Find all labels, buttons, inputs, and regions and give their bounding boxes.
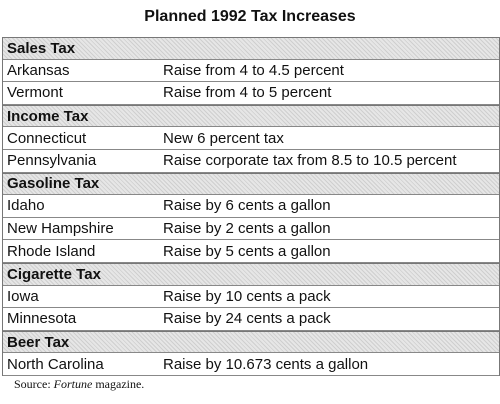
table-row: Minnesota Raise by 24 cents a pack: [3, 308, 499, 331]
change-cell: Raise corporate tax from 8.5 to 10.5 per…: [163, 152, 457, 170]
state-cell: Pennsylvania: [7, 152, 97, 170]
change-cell: Raise from 4 to 5 percent: [163, 84, 332, 102]
section-header: Beer Tax: [3, 330, 499, 354]
table-row: Iowa Raise by 10 cents a pack: [3, 286, 499, 309]
source: Source: Fortune magazine.: [14, 377, 144, 392]
change-cell: Raise from 4 to 4.5 percent: [163, 61, 344, 79]
section-header: Income Tax: [3, 104, 499, 128]
state-cell: North Carolina: [7, 355, 104, 373]
change-cell: Raise by 6 cents a gallon: [163, 197, 331, 215]
section-header: Gasoline Tax: [3, 172, 499, 196]
state-cell: Minnesota: [7, 310, 77, 328]
state-cell: Rhode Island: [7, 242, 96, 260]
source-publication: Fortune: [53, 377, 93, 391]
change-cell: Raise by 10.673 cents a gallon: [163, 355, 369, 373]
change-cell: New 6 percent tax: [163, 129, 284, 147]
source-rest: magazine.: [95, 377, 145, 391]
change-cell: Raise by 2 cents a gallon: [163, 220, 331, 238]
source-label: Source:: [14, 377, 51, 391]
state-cell: Idaho: [7, 197, 45, 215]
state-cell: Arkansas: [7, 61, 70, 79]
state-cell: Vermont: [7, 84, 63, 102]
title: Planned 1992 Tax Increases: [144, 8, 356, 25]
state-cell: Connecticut: [7, 129, 87, 147]
table-row: Vermont Raise from 4 to 5 percent: [3, 82, 499, 105]
table-row: New Hampshire Raise by 2 cents a gallon: [3, 218, 499, 241]
table-row: Pennsylvania Raise corporate tax from 8.5…: [3, 150, 499, 173]
table-row: Rhode Island Raise by 5 cents a gallon: [3, 240, 499, 263]
table: Sales Tax Arkansas Raise from 4 to 4.5 per…: [2, 37, 500, 376]
state-cell: New Hampshire: [7, 220, 114, 238]
table-row: Connecticut New 6 percent tax: [3, 127, 499, 150]
table-row: Idaho Raise by 6 cents a gallon: [3, 195, 499, 218]
section-header: Cigarette Tax: [3, 262, 499, 286]
change-cell: Raise by 5 cents a gallon: [163, 242, 331, 260]
section-header: Sales Tax: [3, 37, 499, 60]
table-row: Arkansas Raise from 4 to 4.5 percent: [3, 60, 499, 83]
state-cell: Iowa: [7, 287, 39, 305]
table-row: North Carolina Raise by 10.673 cents a ga…: [3, 353, 499, 376]
change-cell: Raise by 24 cents a pack: [163, 310, 331, 328]
change-cell: Raise by 10 cents a pack: [163, 287, 331, 305]
